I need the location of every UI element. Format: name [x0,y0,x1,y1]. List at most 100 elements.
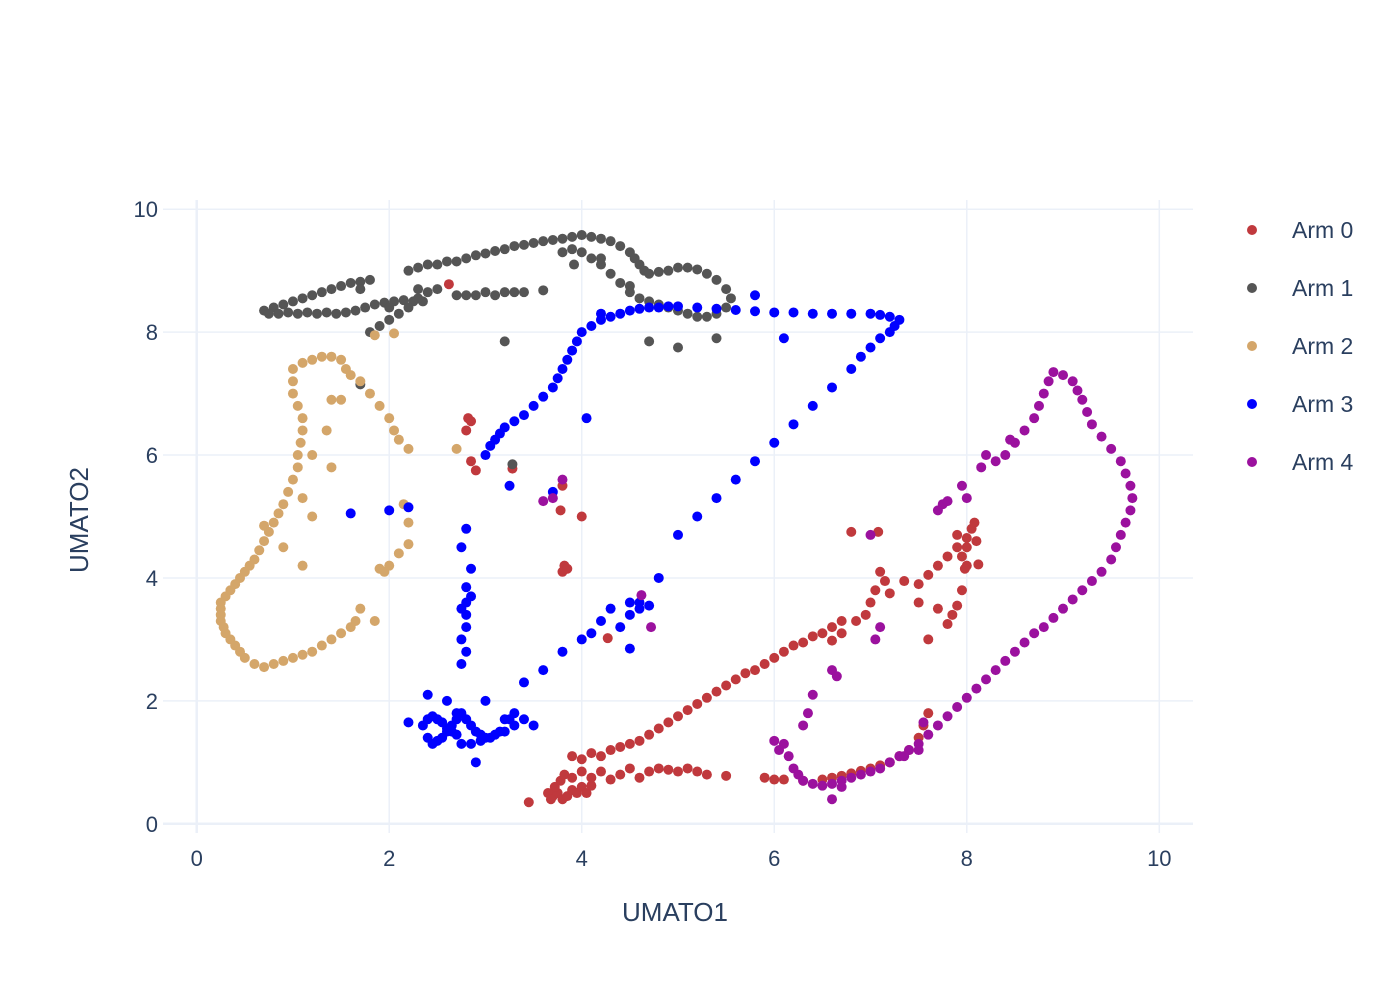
legend-marker [1247,225,1257,235]
data-point [1029,413,1040,424]
data-point [1000,655,1011,666]
data-point [682,262,693,273]
data-point [615,769,626,780]
data-point [875,763,886,774]
data-point [961,542,972,553]
data-point [547,493,558,504]
data-point [913,597,924,608]
data-point [326,634,337,645]
data-point [759,772,770,783]
data-point [586,780,597,791]
data-point [369,330,380,341]
data-point [509,708,520,719]
data-point [451,443,462,454]
data-point [673,711,683,722]
grid-lines [163,200,1193,833]
data-point [605,774,616,785]
data-point [287,376,298,387]
data-point [528,238,539,249]
data-point [595,233,606,244]
data-point [827,778,838,789]
data-point [615,741,626,752]
data-point [595,751,606,762]
x-tick-label: 2 [383,846,395,871]
data-point [287,474,298,485]
data-point [875,333,886,344]
data-point [586,231,597,242]
data-point [624,281,635,292]
legend[interactable]: Arm 0 Arm 1 Arm 2 Arm 3 Arm 4 [1247,217,1354,475]
data-point [321,307,332,318]
data-point [1009,646,1020,657]
data-point [490,246,501,257]
data-point [725,293,736,304]
data-point [287,296,298,307]
data-point [615,277,626,288]
data-point [567,345,578,356]
data-point [470,290,481,301]
data-point [490,290,501,301]
data-point [711,493,722,504]
data-point [292,450,303,461]
data-point [831,671,842,682]
data-point [567,231,578,242]
data-point [1110,542,1121,553]
series-arm-1 [259,230,736,470]
data-point [624,597,635,608]
data-point [624,609,635,620]
data-point [846,772,857,783]
data-point [403,517,414,528]
data-point [750,456,761,467]
data-point [605,311,616,322]
data-point [807,631,818,642]
axis-tick-labels: 0 2 4 6 8 10 0 2 4 6 8 10 [134,197,1172,871]
data-point [721,680,732,691]
data-point [644,302,655,313]
data-point [273,508,284,519]
data-point [798,720,809,731]
data-point [644,336,655,347]
data-point [721,302,732,313]
data-point [730,674,741,685]
data-point [942,551,953,562]
data-point [316,287,327,298]
data-point [692,698,703,709]
legend-item[interactable]: Arm 4 [1247,449,1354,475]
legend-item[interactable]: Arm 0 [1247,217,1353,243]
x-tick-label: 0 [191,846,203,871]
data-point [581,413,592,424]
data-point [364,274,375,285]
data-point [259,520,270,531]
legend-item[interactable]: Arm 1 [1247,275,1353,301]
data-point [480,248,491,259]
data-point [1106,443,1117,454]
data-point [292,400,303,411]
data-point [518,287,529,298]
data-point [644,268,655,279]
data-point [307,511,318,522]
data-point [336,281,347,292]
data-point [624,763,635,774]
data-point [466,591,477,602]
data-point [701,268,712,279]
data-point [355,376,366,387]
data-point [783,751,794,762]
data-point [778,774,789,785]
data-point [326,462,337,473]
data-point [345,508,356,519]
data-point [778,646,789,657]
data-point [952,702,963,713]
data-point [750,306,761,317]
legend-item[interactable]: Arm 3 [1247,391,1353,417]
data-point [507,459,518,470]
data-point [1077,394,1088,405]
legend-item[interactable]: Arm 2 [1247,333,1353,359]
data-point [443,279,454,290]
data-point [369,299,380,310]
data-point [870,585,881,596]
data-point [1125,505,1136,516]
data-point [682,705,693,716]
data-point [1058,370,1069,381]
data-point [379,566,390,577]
data-point [278,499,289,510]
